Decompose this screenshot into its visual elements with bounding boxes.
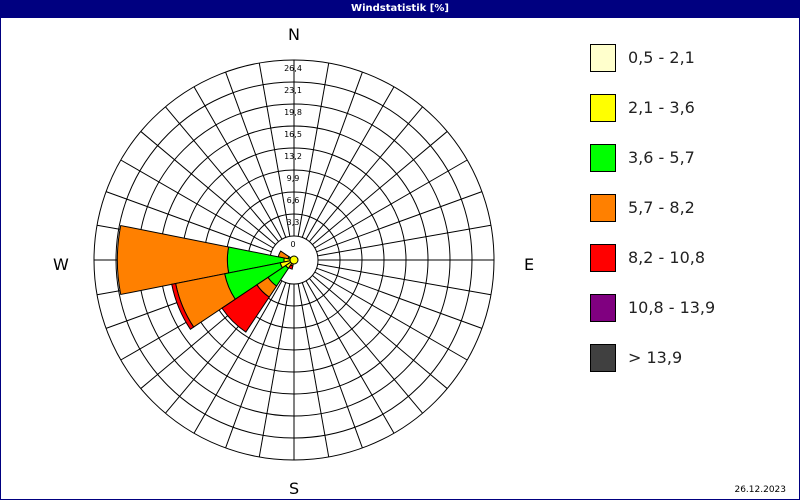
grid-spoke bbox=[301, 282, 363, 449]
grid-spoke bbox=[305, 280, 395, 434]
legend-swatch bbox=[590, 294, 616, 322]
grid-spoke bbox=[316, 191, 483, 253]
grid-spoke bbox=[225, 282, 287, 449]
legend-swatch bbox=[590, 44, 616, 72]
legend-label: 3,6 - 5,7 bbox=[628, 148, 695, 167]
radial-tick-label: 26,4 bbox=[284, 64, 302, 73]
legend-swatch bbox=[590, 94, 616, 122]
legend-item: 10,8 - 13,9 bbox=[590, 294, 790, 322]
grid-spoke bbox=[312, 131, 448, 245]
legend-label: 2,1 - 3,6 bbox=[628, 98, 695, 117]
legend-swatch bbox=[590, 344, 616, 372]
grid-spoke bbox=[314, 271, 468, 361]
rose-segment bbox=[288, 264, 294, 270]
legend-item: > 13,9 bbox=[590, 344, 790, 372]
date-stamp: 26.12.2023 bbox=[734, 485, 786, 495]
radial-tick-label: 13,2 bbox=[284, 152, 302, 161]
legend-label: 8,2 - 10,8 bbox=[628, 248, 706, 267]
grid-spoke bbox=[317, 224, 492, 257]
legend-label: 10,8 - 13,9 bbox=[628, 298, 716, 317]
radial-tick-label: 16,5 bbox=[284, 130, 302, 139]
radial-tick-label: 19,8 bbox=[284, 108, 302, 117]
grid-spoke bbox=[297, 62, 330, 237]
grid-spoke bbox=[309, 106, 423, 242]
grid-spoke bbox=[140, 131, 276, 245]
compass-south: S bbox=[289, 479, 300, 498]
legend-label: > 13,9 bbox=[628, 348, 683, 367]
legend-swatch bbox=[590, 244, 616, 272]
grid-spoke bbox=[193, 280, 283, 434]
grid-spoke bbox=[193, 86, 283, 240]
grid-spoke bbox=[258, 62, 291, 237]
grid-spoke bbox=[305, 86, 395, 240]
radial-tick-label: 6,6 bbox=[287, 196, 300, 205]
legend-item: 3,6 - 5,7 bbox=[590, 144, 790, 172]
grid-spoke bbox=[297, 283, 330, 458]
radial-tick-label: 9,9 bbox=[287, 174, 300, 183]
grid-spoke bbox=[317, 263, 492, 296]
legend-item: 8,2 - 10,8 bbox=[590, 244, 790, 272]
rose-segment bbox=[116, 224, 230, 296]
grid-spoke bbox=[316, 267, 483, 329]
grid-spoke bbox=[225, 71, 287, 238]
legend-swatch bbox=[590, 194, 616, 222]
compass-east: E bbox=[524, 255, 535, 274]
rose-segment bbox=[277, 250, 290, 260]
grid-spoke bbox=[258, 283, 291, 458]
legend-label: 5,7 - 8,2 bbox=[628, 198, 695, 217]
grid-spoke bbox=[314, 159, 468, 249]
rose-segment bbox=[171, 282, 195, 330]
rose-segment bbox=[221, 284, 270, 333]
grid-spoke bbox=[105, 191, 272, 253]
grid-spoke bbox=[312, 275, 448, 389]
radial-tick-label: 23,1 bbox=[284, 86, 302, 95]
legend-item: 0,5 - 2,1 bbox=[590, 44, 790, 72]
grid-spoke bbox=[301, 71, 363, 238]
compass-north: N bbox=[288, 25, 300, 44]
legend-item: 2,1 - 3,6 bbox=[590, 94, 790, 122]
radial-tick-label: 0 bbox=[290, 240, 295, 249]
legend-item: 5,7 - 8,2 bbox=[590, 194, 790, 222]
center-marker bbox=[289, 255, 299, 265]
compass-west: W bbox=[53, 255, 69, 274]
grid-spoke bbox=[165, 106, 279, 242]
legend-label: 0,5 - 2,1 bbox=[628, 48, 695, 67]
radial-tick-label: 3,3 bbox=[287, 218, 300, 227]
grid-spoke bbox=[120, 159, 274, 249]
legend-swatch bbox=[590, 144, 616, 172]
grid-spoke bbox=[309, 278, 423, 414]
window-title: Windstatistik [%] bbox=[0, 0, 800, 18]
